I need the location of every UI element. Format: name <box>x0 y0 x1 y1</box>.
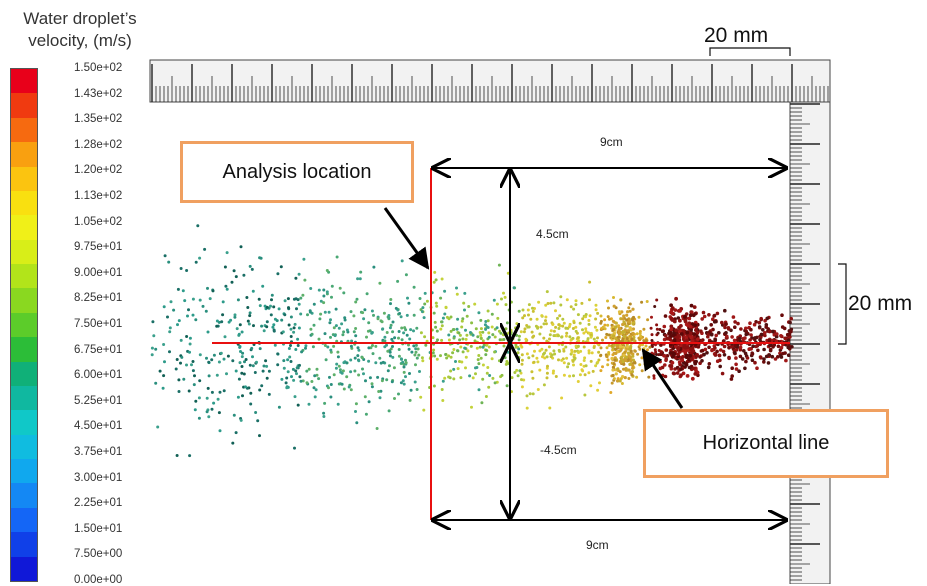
dim-label-top: 9cm <box>600 135 623 149</box>
analysis-location-label: Analysis location <box>222 160 372 183</box>
colorbar-swatch <box>11 507 37 533</box>
colorbar-swatch <box>11 190 37 216</box>
colorbar-tick-label: 1.05e+02 <box>74 215 123 228</box>
right-ruler <box>789 101 831 584</box>
colorbar-tick-label: 4.50e+01 <box>74 420 123 433</box>
colorbar-tick-label: 0.00e+00 <box>74 574 123 586</box>
colorbar-swatch <box>11 410 37 435</box>
colorbar-tick-label: 6.75e+01 <box>74 343 123 356</box>
colorbar-swatch <box>11 361 37 386</box>
colorbar-swatch <box>11 337 37 362</box>
colorbar-swatch <box>11 239 37 264</box>
scale-bracket-top <box>709 47 791 56</box>
colorbar-tick-label: 3.00e+01 <box>74 471 123 484</box>
horizontal-line-label: Horizontal line <box>702 432 830 454</box>
top-ruler-body <box>149 59 831 103</box>
colorbar-tick-label: 7.50e+01 <box>74 318 123 330</box>
analysis-pointer-arrow <box>383 207 430 270</box>
legend-title: Water droplet’s velocity, (m/s) <box>0 8 160 52</box>
colorbar-tick-label: 3.75e+01 <box>74 446 123 458</box>
colorbar-tick-label: 1.13e+02 <box>74 190 123 202</box>
colorbar-swatch <box>11 288 37 313</box>
colorbar-tick-label: 1.20e+02 <box>74 164 123 177</box>
legend-title-line2: velocity, (m/s) <box>28 31 132 50</box>
colorbar-swatch <box>11 215 37 240</box>
horizontal-line-callout: Horizontal line <box>643 409 889 478</box>
colorbar-swatch <box>11 69 37 94</box>
colorbar-swatch <box>11 385 37 411</box>
velocity-colorbar <box>10 68 38 582</box>
colorbar-tick-label: 1.50e+01 <box>74 522 123 535</box>
analysis-location-callout: Analysis location <box>180 141 414 203</box>
colorbar-tick-label: 1.28e+02 <box>74 138 123 151</box>
colorbar-swatch <box>11 142 37 167</box>
colorbar-swatch <box>11 459 37 484</box>
scale-label-top: 20 mm <box>704 24 769 47</box>
colorbar-tick-label: 5.25e+01 <box>74 394 123 407</box>
top-ruler <box>149 59 831 103</box>
colorbar-swatch <box>11 556 37 581</box>
colorbar-swatch <box>11 434 37 459</box>
dim-label-up: 4.5cm <box>536 227 569 241</box>
colorbar-tick-label: 1.50e+02 <box>74 62 123 74</box>
colorbar-swatch <box>11 264 37 289</box>
colorbar-swatch <box>11 532 37 557</box>
dim-label-down: -4.5cm <box>540 443 577 457</box>
colorbar-swatch <box>11 483 37 508</box>
scale-label-right: 20 mm <box>848 292 913 315</box>
dim-label-bottom: 9cm <box>586 538 609 552</box>
colorbar-tick-label: 6.00e+01 <box>74 369 123 382</box>
colorbar-tick-label: 1.35e+02 <box>74 113 123 126</box>
colorbar-swatch <box>11 312 37 338</box>
colorbar-swatch <box>11 166 37 191</box>
colorbar-swatch <box>11 117 37 143</box>
colorbar-tick-label: 9.75e+01 <box>74 241 123 254</box>
colorbar-tick-label: 9.00e+01 <box>74 266 123 279</box>
colorbar-tick-label: 8.25e+01 <box>74 292 123 305</box>
legend-title-line1: Water droplet’s <box>23 9 137 28</box>
colorbar-tick-label: 7.50e+00 <box>74 548 123 561</box>
colorbar-tick-label: 1.43e+02 <box>74 87 123 100</box>
scale-bracket-right <box>838 263 847 345</box>
colorbar-swatch <box>11 93 37 118</box>
colorbar-tick-label: 2.25e+01 <box>74 497 123 510</box>
horizontal-pointer-arrow <box>641 348 684 409</box>
